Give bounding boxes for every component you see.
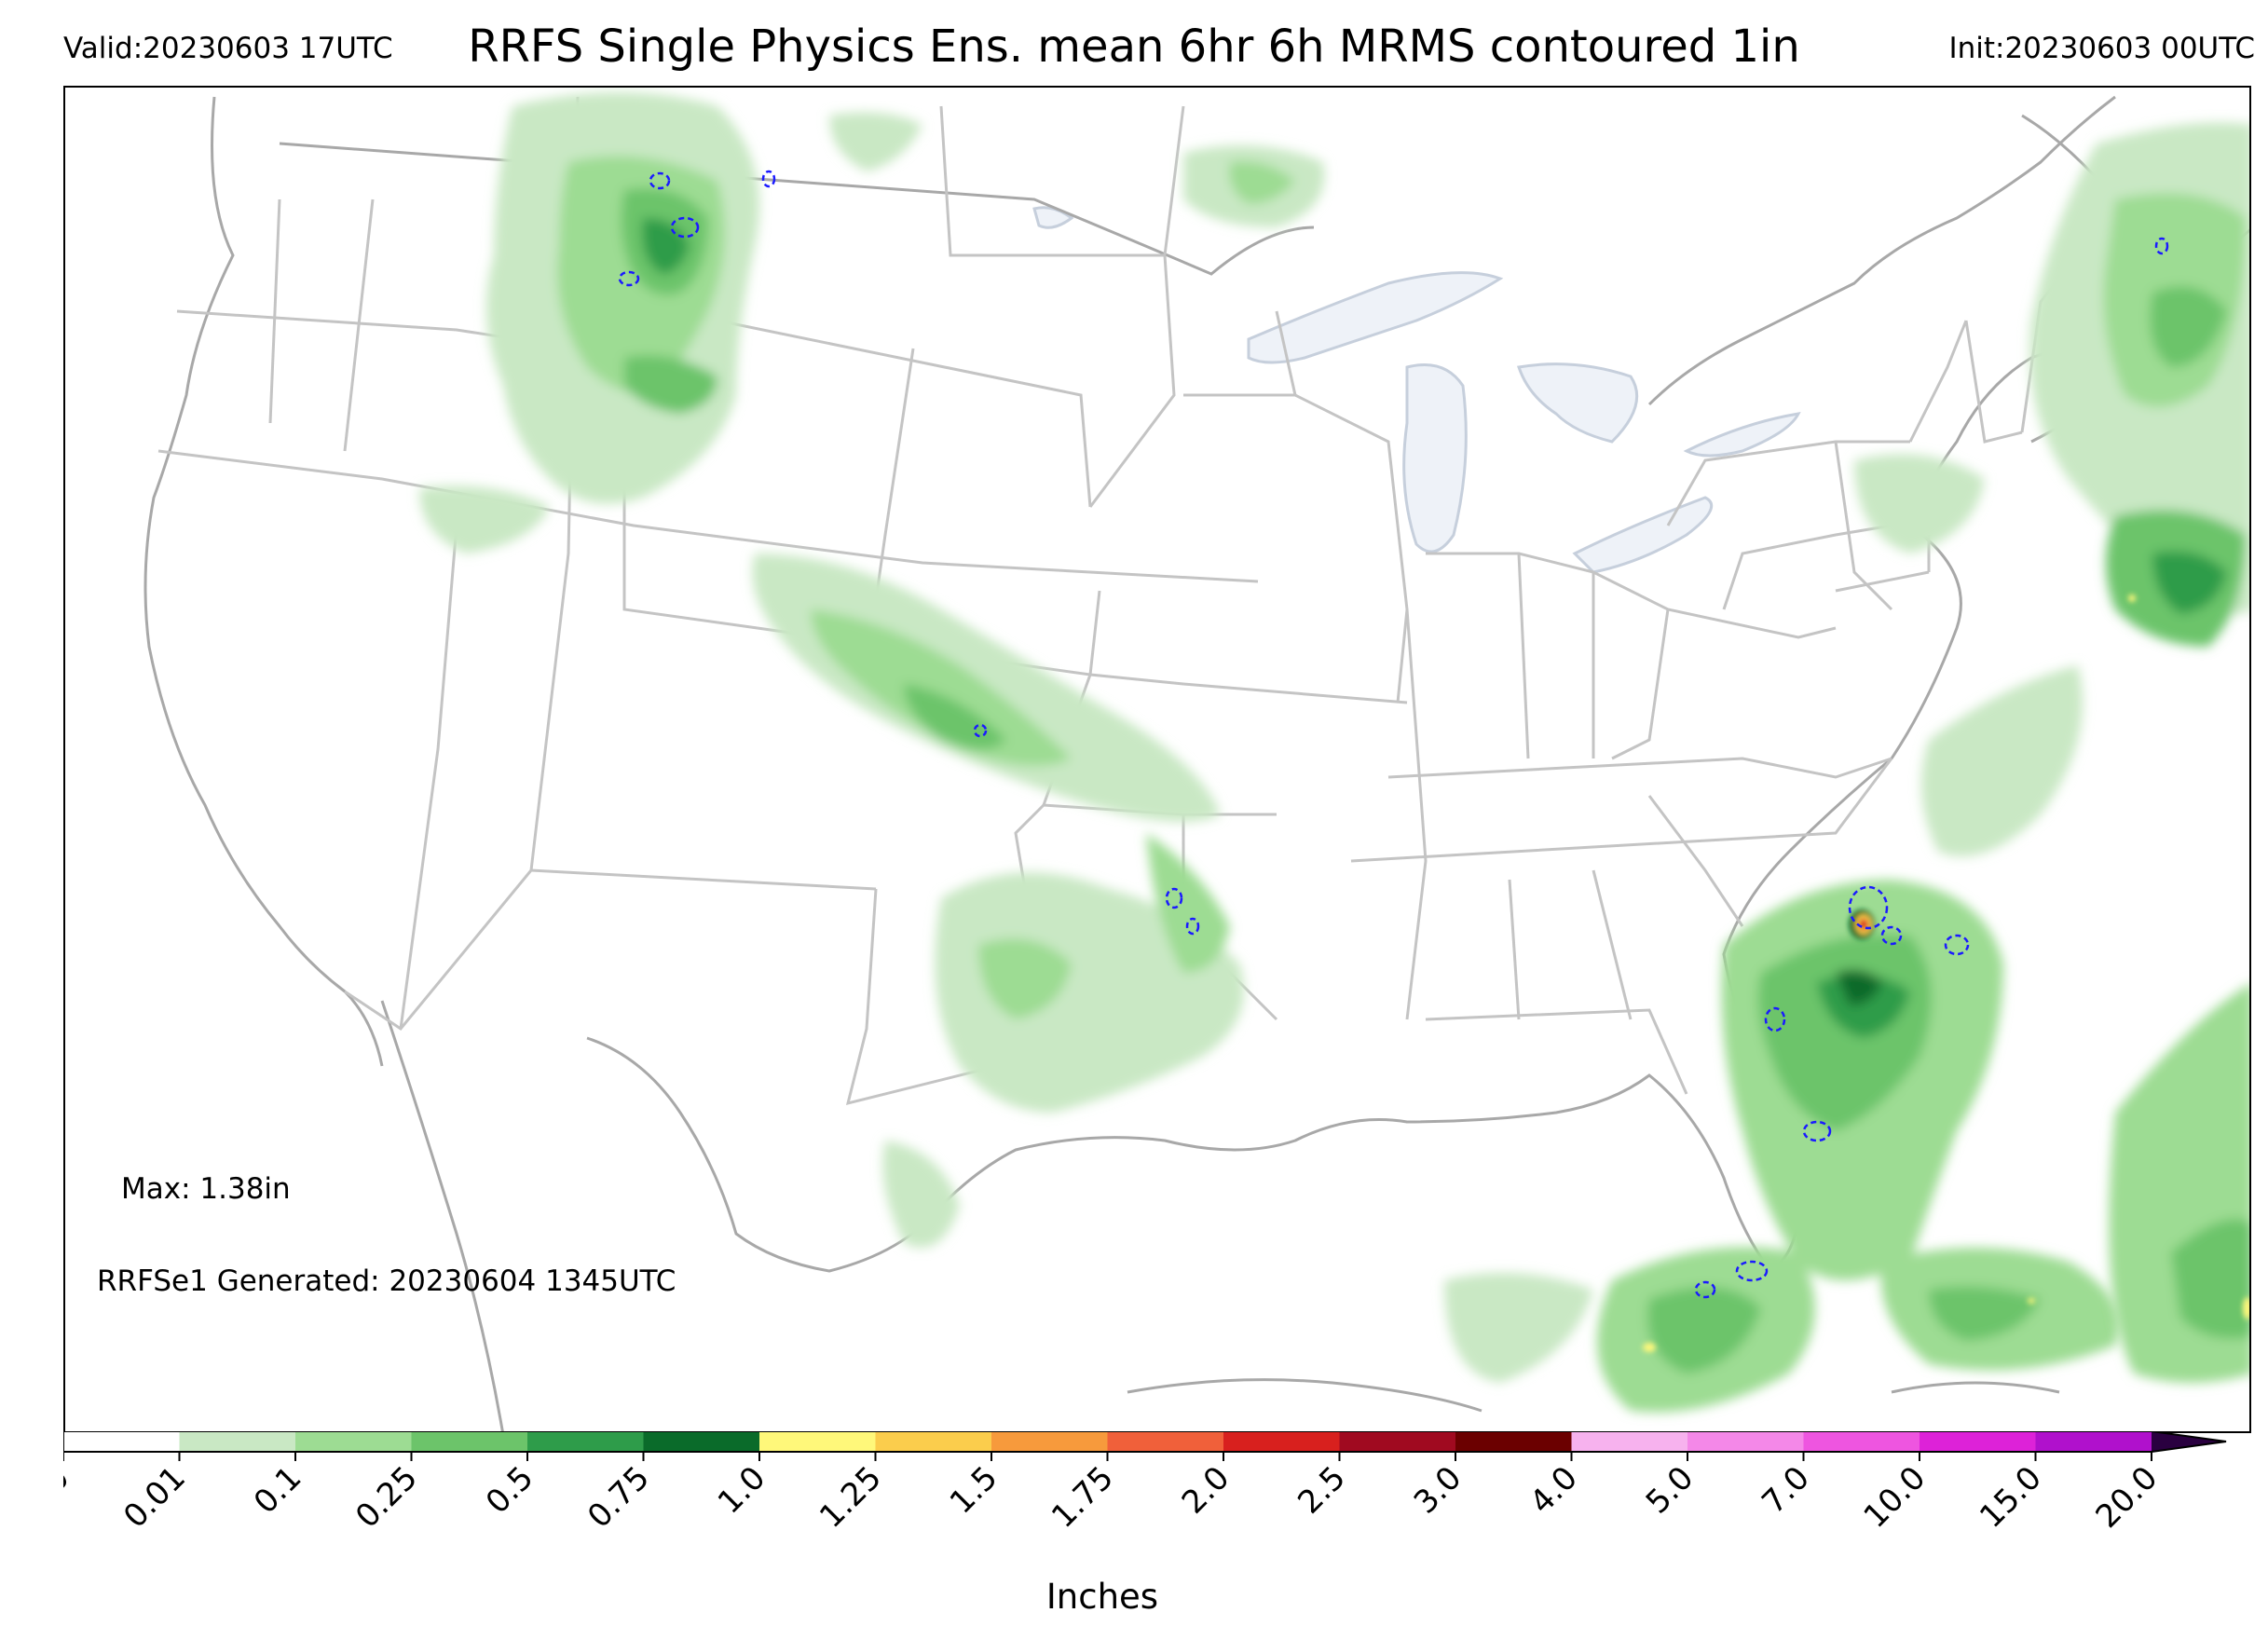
colorbar-box	[411, 1431, 528, 1452]
heavy-rain-cores	[1643, 594, 2249, 1352]
mrms-1in-contours	[618, 170, 2169, 1299]
precip-map	[143, 92, 2249, 1431]
colorbar-tick-label: 0.0	[63, 1459, 76, 1522]
colorbar-tick-label: 0.01	[116, 1459, 193, 1536]
colorbar-ticks: 0.0 0.01 0.1 0.25 0.5 0.75 1.0 1.25 1.5 1.75 2.0 2.…	[63, 1452, 2165, 1536]
colorbar-tick-label: 3.0	[1407, 1459, 1469, 1522]
map-panel	[63, 86, 2251, 1433]
colorbar-extend-arrow	[2152, 1431, 2226, 1452]
colorbar-box	[1920, 1431, 2036, 1452]
precip-field-plains	[419, 485, 1221, 822]
colorbar-tick-label: 0.1	[247, 1459, 309, 1522]
colorbar-box	[1107, 1431, 1224, 1452]
colorbar-box	[875, 1431, 992, 1452]
colorbar-tick-label: 20.0	[2089, 1459, 2166, 1536]
colorbar-tick-label: 0.75	[581, 1459, 657, 1536]
colorbar-tick-label: 2.5	[1291, 1459, 1353, 1522]
precip-field-montana	[486, 92, 759, 504]
max-value-label: Max: 1.38in	[121, 1172, 291, 1206]
colorbar-box	[1223, 1431, 1340, 1452]
colorbar-tick-label: 5.0	[1639, 1459, 1701, 1522]
colorbar-boxes	[63, 1431, 2227, 1453]
colorbar: 0.0 0.01 0.1 0.25 0.5 0.75 1.0 1.25 1.5 1.75 2.0 2.…	[63, 1431, 2227, 1536]
precip-field-southeast	[1444, 880, 2120, 1413]
colorbar-tick-label: 2.0	[1175, 1459, 1237, 1522]
colorbar-box	[295, 1431, 412, 1452]
colorbar-tick-label: 1.5	[943, 1459, 1005, 1522]
colorbar-box	[1455, 1431, 1572, 1452]
colorbar-tick-label: 0.5	[479, 1459, 541, 1522]
colorbar-box	[1687, 1431, 1804, 1452]
colorbar-box	[179, 1431, 296, 1452]
valid-time-label: Valid:20230603 17UTC	[63, 32, 393, 65]
colorbar-tick-label: 10.0	[1857, 1459, 1933, 1536]
colorbar-box	[1803, 1431, 1920, 1452]
colorbar-box	[2035, 1431, 2152, 1452]
colorbar-tick-label: 1.0	[711, 1459, 773, 1522]
colorbar-tick-label: 1.75	[1045, 1459, 1121, 1536]
colorbar-box	[63, 1431, 180, 1452]
colorbar-tick-label: 15.0	[1973, 1459, 2049, 1536]
map-title: RRFS Single Physics Ens. mean 6hr 6h MRM…	[468, 20, 1800, 73]
precip-field-southern-plains	[882, 833, 1244, 1248]
precip-field-northern-canada	[829, 112, 1325, 227]
colorbar-outline	[63, 1431, 2227, 1453]
generated-label: RRFSe1 Generated: 20230604 1345UTC	[97, 1264, 676, 1298]
colorbar-box	[643, 1431, 760, 1452]
colorbar-box	[1571, 1431, 1688, 1452]
precip-field-atlantic	[1854, 122, 2249, 1383]
colorbar-box	[527, 1431, 644, 1452]
colorbar-box	[1339, 1431, 1456, 1452]
colorbar-label: Inches	[1045, 1577, 1159, 1617]
great-lakes	[1032, 206, 1801, 574]
colorbar-tick-label: 7.0	[1755, 1459, 1817, 1522]
colorbar-tick-label: 0.25	[348, 1459, 425, 1536]
colorbar-box	[759, 1431, 876, 1452]
colorbar-tick-label: 1.25	[813, 1459, 889, 1536]
colorbar-tick-label: 4.0	[1523, 1459, 1585, 1522]
colorbar-box	[991, 1431, 1108, 1452]
init-time-label: Init:20230603 00UTC	[1948, 32, 2255, 65]
